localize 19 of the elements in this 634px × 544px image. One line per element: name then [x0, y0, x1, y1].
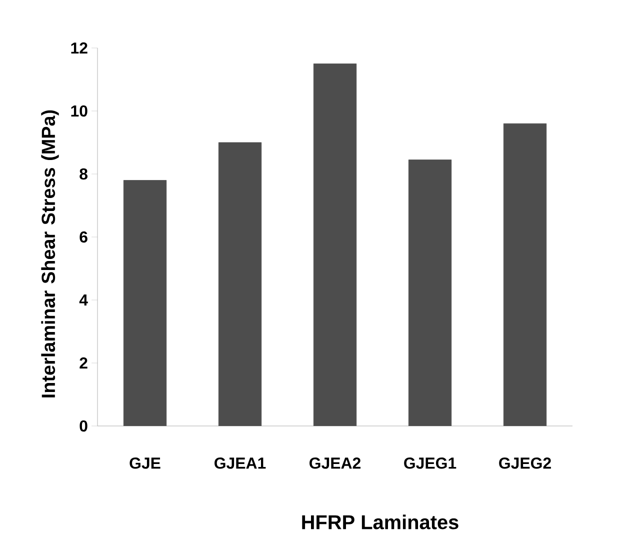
x-tick-label: GJEA2: [310, 458, 360, 469]
y-tick-label: 2: [80, 357, 88, 369]
y-tick-label: 12: [71, 42, 88, 54]
x-tick-label: GJE: [130, 458, 160, 469]
bar: [503, 123, 547, 426]
bar: [123, 180, 167, 426]
bar: [218, 142, 262, 426]
x-tick-label: GJEG2: [499, 458, 551, 469]
x-tick-label: GJEG1: [404, 458, 456, 469]
x-axis-title: HFRP Laminates: [302, 514, 458, 530]
y-tick-label: 0: [80, 420, 88, 432]
y-tick-label: 6: [80, 231, 88, 243]
y-tick-label: 8: [80, 168, 88, 180]
y-tick-label: 4: [79, 294, 88, 306]
y-axis-title: Interlaminar Shear Stress (MPa): [41, 110, 59, 398]
bar: [313, 64, 357, 426]
x-tick-label: GJEA1: [214, 458, 266, 469]
y-tick-label: 10: [71, 105, 88, 117]
bar: [408, 160, 452, 426]
